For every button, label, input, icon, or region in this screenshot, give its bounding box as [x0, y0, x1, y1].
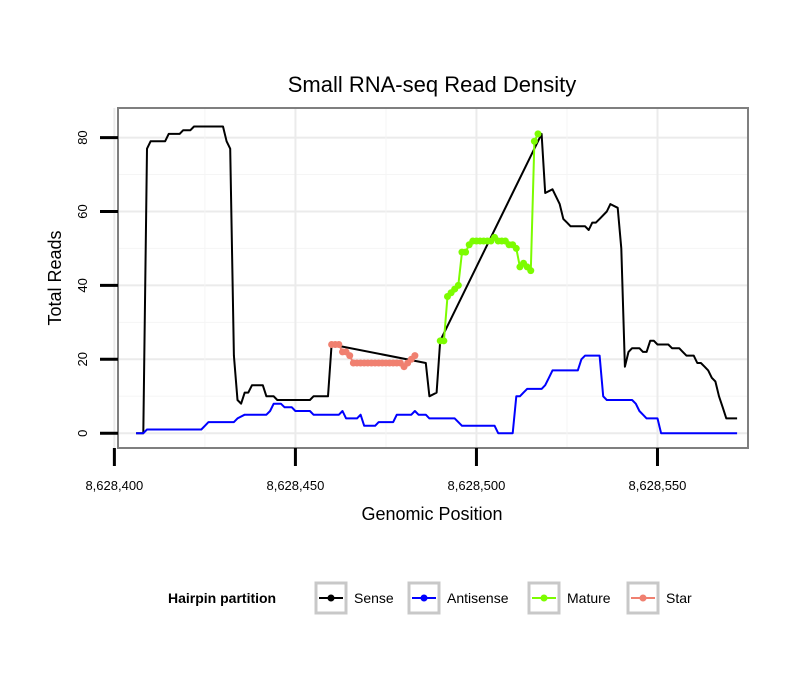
legend-key-point-star — [639, 594, 647, 602]
legend-key-point-sense — [327, 594, 335, 602]
series-layer — [136, 125, 738, 435]
x-tick-label: 8,628,550 — [629, 478, 687, 493]
series-line-sense — [136, 125, 738, 435]
legend-item-sense: Sense — [314, 581, 394, 615]
data-point-star — [335, 341, 343, 349]
data-point-mature — [530, 137, 538, 145]
legend: Hairpin partition Sense Antisense Mature St… — [168, 581, 692, 615]
y-tick-label: 40 — [75, 278, 90, 292]
legend-item-mature: Mature — [527, 581, 611, 615]
plot-panel — [113, 107, 749, 449]
y-tick-label: 80 — [75, 130, 90, 144]
y-axis-title: Total Reads — [45, 230, 65, 325]
legend-label-sense: Sense — [354, 590, 394, 606]
data-point-star — [346, 352, 354, 360]
y-tick-label: 20 — [75, 352, 90, 366]
x-axis-title: Genomic Position — [361, 504, 502, 524]
legend-title: Hairpin partition — [168, 590, 276, 606]
data-point-mature — [462, 248, 470, 256]
y-axis: 0 20 40 60 80 — [75, 130, 118, 437]
data-point-mature — [527, 267, 535, 275]
legend-key-point-mature — [540, 594, 548, 602]
legend-label-mature: Mature — [567, 590, 611, 606]
data-point-star — [411, 352, 419, 360]
plot-border — [117, 107, 749, 449]
data-point-mature — [534, 130, 542, 138]
x-tick-label: 8,628,400 — [85, 478, 143, 493]
series-line-antisense — [136, 354, 738, 435]
x-tick-label: 8,628,500 — [448, 478, 506, 493]
legend-key-point-antisense — [420, 594, 428, 602]
legend-item-antisense: Antisense — [407, 581, 509, 615]
legend-item-star: Star — [626, 581, 692, 615]
x-axis: 8,628,400 8,628,450 8,628,500 8,628,550 — [85, 448, 686, 493]
data-point-mature — [440, 337, 448, 345]
y-tick-label: 0 — [75, 430, 90, 437]
legend-label-antisense: Antisense — [447, 590, 509, 606]
chart-title: Small RNA-seq Read Density — [288, 72, 577, 97]
legend-label-star: Star — [666, 590, 692, 606]
data-point-mature — [512, 244, 520, 252]
y-tick-label: 60 — [75, 204, 90, 218]
grid-lines — [113, 108, 748, 448]
x-tick-label: 8,628,450 — [266, 478, 324, 493]
plot-background — [118, 108, 748, 448]
data-point-mature — [454, 281, 462, 289]
